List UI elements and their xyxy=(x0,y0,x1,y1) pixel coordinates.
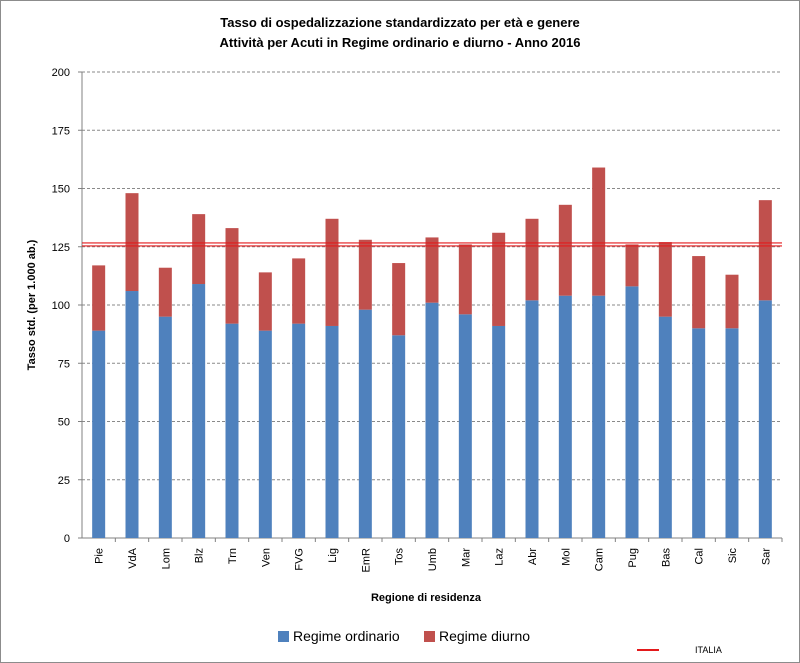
bar-Tos-ordinario xyxy=(392,335,406,538)
bar-Cal-ordinario xyxy=(692,328,706,538)
legend-item-italia: ITALIA xyxy=(637,645,722,655)
bar-Cam-ordinario xyxy=(592,295,606,538)
x-tick-label-Blz: Blz xyxy=(194,548,206,563)
legend-label-diurno: Regime diurno xyxy=(439,628,531,644)
bar-Bas-diurno xyxy=(658,242,672,317)
bar-Pug-diurno xyxy=(625,244,639,287)
bar-Umb-diurno xyxy=(425,237,439,303)
x-tick-label-Bas: Bas xyxy=(660,548,672,567)
x-tick-label-VdA: VdA xyxy=(127,547,139,568)
x-tick-label-Umb: Umb xyxy=(427,548,439,571)
y-tick-label: 75 xyxy=(58,358,70,370)
x-tick-label-Mol: Mol xyxy=(560,548,572,566)
bar-Trn-ordinario xyxy=(225,323,239,538)
legend-label-ordinario: Regime ordinario xyxy=(293,628,400,644)
x-tick-label-Mar: Mar xyxy=(460,548,472,567)
x-tick-label-Pie: Pie xyxy=(94,548,106,564)
bar-Laz-ordinario xyxy=(492,325,506,538)
bar-VdA-ordinario xyxy=(125,291,139,538)
x-tick-label-Trn: Trn xyxy=(227,548,239,564)
y-axis-title: Tasso std. (per 1.000 ab.) xyxy=(26,239,38,370)
bar-Lom-ordinario xyxy=(158,316,172,538)
bar-EmR-ordinario xyxy=(358,309,372,538)
x-tick-label-Cal: Cal xyxy=(694,548,706,565)
y-tick-label: 0 xyxy=(64,533,70,545)
chart-title: Tasso di ospedalizzazione standardizzato… xyxy=(220,15,580,30)
bar-Cal-diurno xyxy=(692,256,706,329)
bar-Lig-ordinario xyxy=(325,325,339,538)
y-tick-label: 150 xyxy=(52,184,70,196)
x-tick-label-Cam: Cam xyxy=(594,548,606,571)
bar-VdA-diurno xyxy=(125,193,139,292)
x-axis-title: Regione di residenza xyxy=(371,592,482,604)
bar-Laz-diurno xyxy=(492,232,506,326)
legend-line-italia xyxy=(637,649,659,651)
x-tick-label-Lig: Lig xyxy=(327,548,339,563)
y-tick-label: 50 xyxy=(58,417,70,429)
x-tick-label-EmR: EmR xyxy=(360,548,372,573)
x-tick-label-Pug: Pug xyxy=(627,548,639,568)
bar-Pie-diurno xyxy=(92,265,106,331)
legend-swatch-diurno xyxy=(424,630,435,642)
bar-Mol-ordinario xyxy=(558,295,572,538)
bar-Ven-ordinario xyxy=(258,330,272,538)
bar-Sar-diurno xyxy=(758,200,772,301)
bar-Lom-diurno xyxy=(158,267,172,317)
bar-Sic-ordinario xyxy=(725,328,739,538)
y-tick-label: 200 xyxy=(52,67,70,79)
x-tick-label-Laz: Laz xyxy=(494,548,506,566)
y-tick-label: 125 xyxy=(52,242,70,254)
y-tick-label: 175 xyxy=(52,125,70,137)
bar-Sar-ordinario xyxy=(758,300,772,538)
legend-label-italia: ITALIA xyxy=(695,645,722,655)
bar-FVG-ordinario xyxy=(292,323,306,538)
bar-Abr-diurno xyxy=(525,218,539,301)
bar-Bas-ordinario xyxy=(658,316,672,538)
bar-Lig-diurno xyxy=(325,218,339,326)
x-tick-label-Ven: Ven xyxy=(260,548,272,567)
x-tick-label-Sar: Sar xyxy=(760,548,772,565)
bar-Ven-diurno xyxy=(258,272,272,331)
bar-Umb-ordinario xyxy=(425,302,439,538)
x-tick-label-Abr: Abr xyxy=(527,548,539,565)
y-tick-label: 100 xyxy=(52,300,70,312)
bar-Pie-ordinario xyxy=(92,330,106,538)
x-tick-label-FVG: FVG xyxy=(294,548,306,571)
legend-item-diurno: Regime diurno xyxy=(424,628,530,644)
bar-Mar-diurno xyxy=(458,244,472,315)
bar-FVG-diurno xyxy=(292,258,306,324)
y-tick-label: 25 xyxy=(58,475,70,487)
chart-subtitle: Attività per Acuti in Regime ordinario e… xyxy=(219,35,581,50)
bar-Pug-ordinario xyxy=(625,286,639,538)
bar-Trn-diurno xyxy=(225,228,239,324)
bar-Tos-diurno xyxy=(392,263,406,336)
bar-Mol-diurno xyxy=(558,204,572,296)
x-tick-label-Tos: Tos xyxy=(394,548,406,566)
bar-EmR-diurno xyxy=(358,239,372,310)
bar-Mar-ordinario xyxy=(458,314,472,538)
bar-Cam-diurno xyxy=(592,167,606,296)
x-tick-label-Lom: Lom xyxy=(160,548,172,569)
bar-Blz-diurno xyxy=(192,214,206,285)
bar-Blz-ordinario xyxy=(192,284,206,538)
legend-swatch-ordinario xyxy=(278,630,289,642)
bar-Sic-diurno xyxy=(725,274,739,329)
x-tick-label-Sic: Sic xyxy=(727,548,739,564)
bar-Abr-ordinario xyxy=(525,300,539,538)
legend-item-ordinario: Regime ordinario xyxy=(278,628,400,644)
